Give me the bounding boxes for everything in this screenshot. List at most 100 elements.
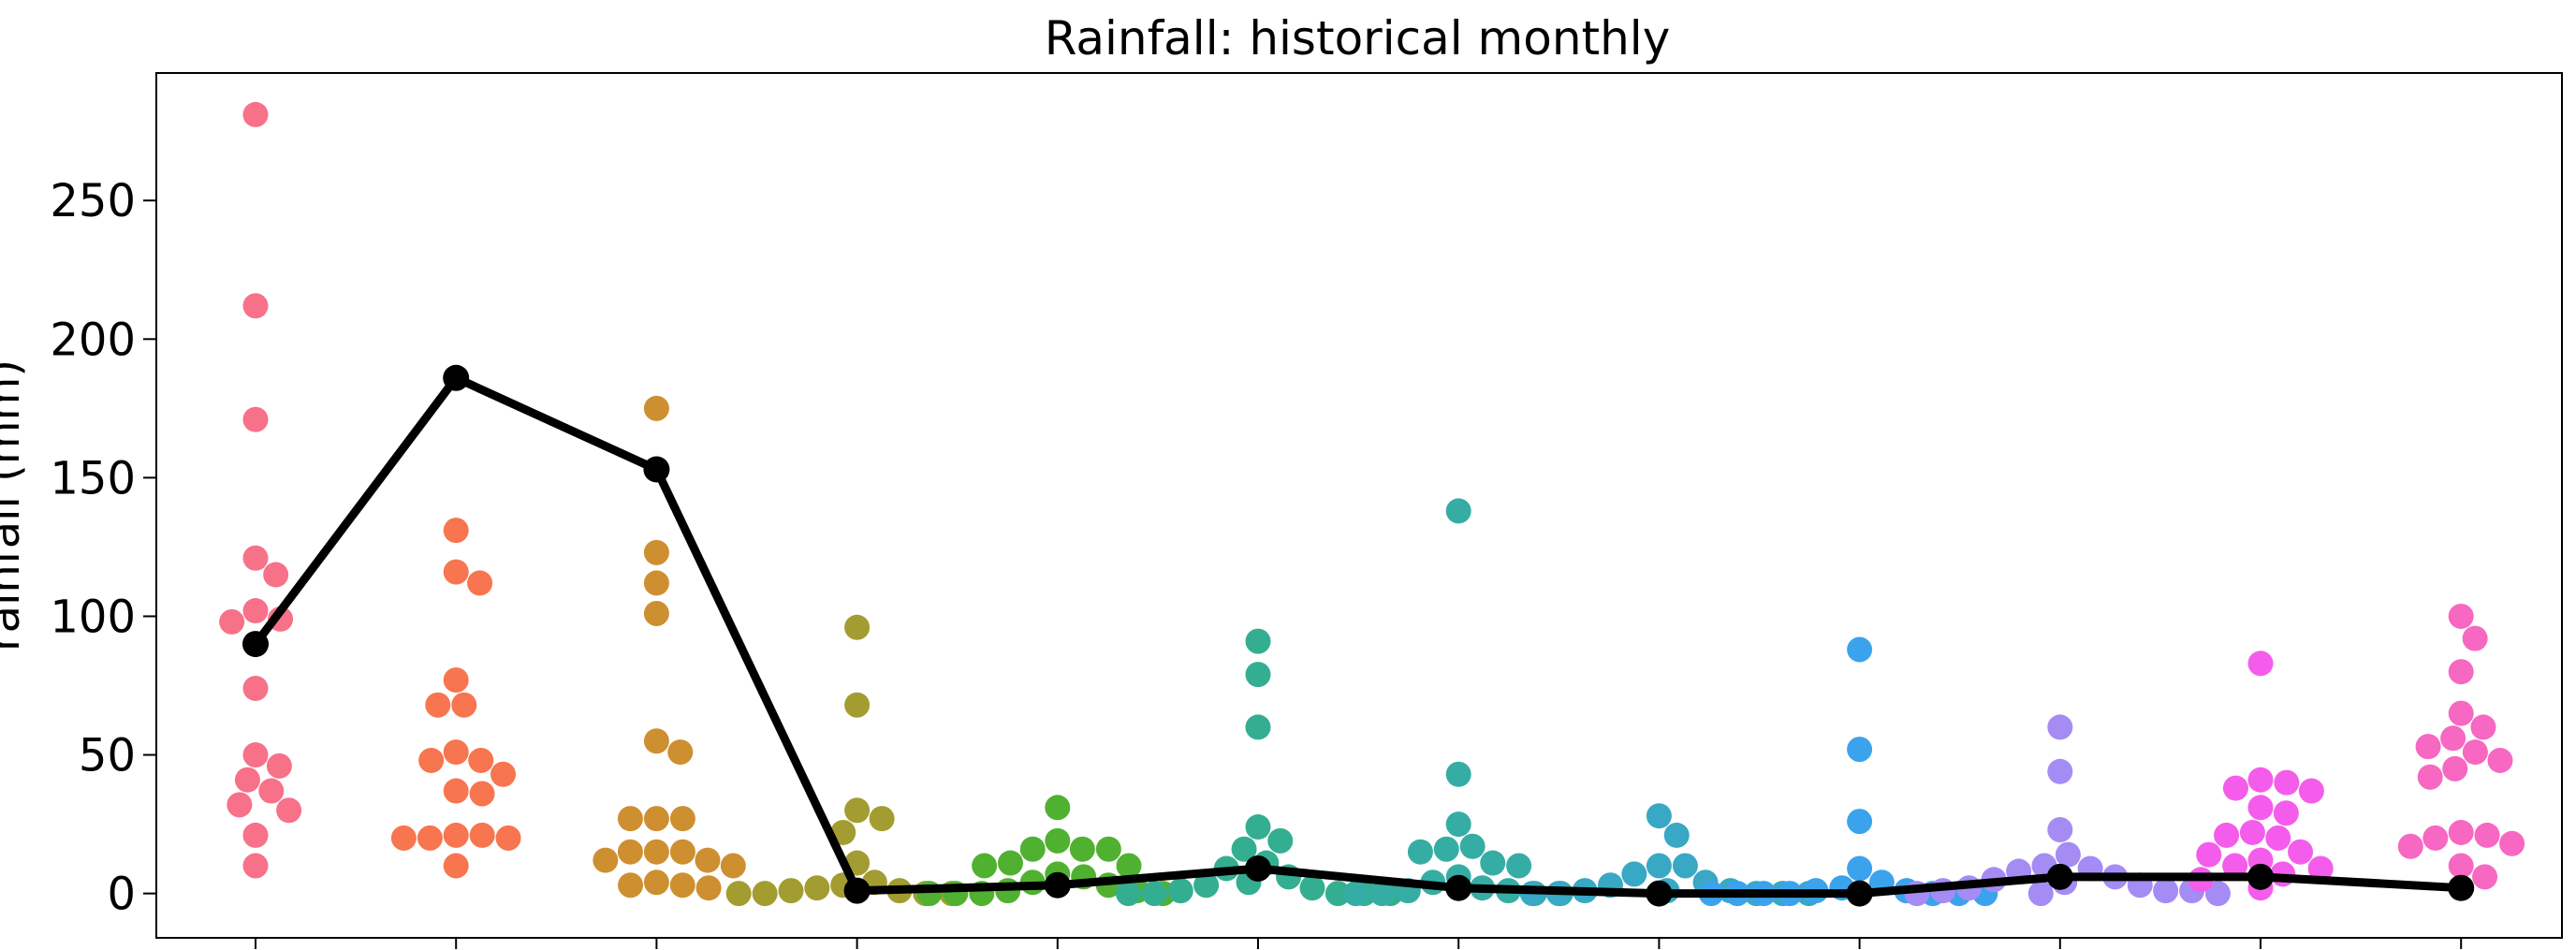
swarm-point — [844, 614, 871, 640]
swarm-point — [2247, 767, 2274, 793]
swarm-point — [844, 797, 871, 824]
swarm-point — [443, 739, 469, 766]
swarm-point — [390, 825, 417, 851]
swarm-point — [752, 881, 778, 907]
swarm-point — [242, 822, 269, 848]
axes: 0 50 100 150 200 250 — [50, 72, 2563, 949]
swarm-point — [2472, 864, 2498, 890]
swarm-point — [495, 825, 521, 851]
swarm-point — [443, 822, 469, 848]
swarm-point — [443, 559, 469, 585]
mean-point — [1245, 855, 1271, 882]
swarm-point — [1116, 853, 1142, 879]
swarm-point — [2422, 825, 2449, 851]
swarm-point — [1663, 822, 1690, 848]
swarm-point — [1245, 714, 1271, 740]
swarm-point — [2470, 714, 2496, 740]
swarm-point — [643, 601, 669, 626]
swarm-point — [617, 806, 643, 832]
swarm-point — [1621, 861, 1647, 887]
mean-point — [1846, 880, 1873, 907]
mean-point — [843, 877, 871, 904]
y-tick-label: 200 — [50, 314, 136, 366]
mean-point — [2448, 874, 2475, 901]
swarm-point — [778, 878, 804, 904]
plot-frame — [155, 72, 2563, 939]
swarm-point — [2417, 764, 2443, 790]
y-tick-label: 250 — [50, 175, 136, 227]
swarm-point — [2273, 800, 2299, 826]
swarm-point — [469, 822, 495, 848]
swarm-point — [695, 847, 721, 873]
swarm-point — [227, 792, 253, 818]
swarm-point — [804, 875, 830, 901]
swarm-point — [467, 570, 493, 596]
swarm-point — [1193, 872, 1220, 899]
swarm-point — [1672, 853, 1698, 879]
swarm-point — [1141, 881, 1167, 907]
swarm-point — [2247, 795, 2274, 821]
swarm-point — [234, 767, 260, 793]
swarm-point — [242, 545, 269, 571]
swarm-point — [2448, 853, 2474, 879]
swarm-point — [643, 806, 669, 832]
y-tick-label: 100 — [50, 591, 136, 643]
swarm-point — [276, 797, 302, 824]
swarm-point — [643, 570, 669, 596]
swarm-point — [2288, 839, 2314, 865]
swarm-point — [869, 806, 895, 832]
swarm-point — [669, 872, 695, 899]
swarm-point — [695, 875, 722, 901]
swarm-point — [1267, 827, 1294, 854]
swarm-point — [242, 675, 269, 701]
swarm-point — [2415, 734, 2441, 760]
swarm-point — [242, 293, 269, 319]
swarm-point — [443, 667, 469, 694]
swarm-point — [1847, 636, 1873, 663]
swarm-point — [443, 778, 469, 804]
swarm-point — [2448, 819, 2474, 845]
swarm-point — [844, 692, 871, 718]
swarm-point — [618, 872, 644, 899]
swarm-point — [2274, 769, 2300, 796]
swarm-points — [219, 101, 2525, 907]
swarm-point — [643, 839, 669, 865]
mean-point — [1445, 874, 1472, 901]
swarm-point — [2027, 881, 2054, 907]
swarm-point — [2196, 841, 2222, 868]
swarm-point — [617, 839, 643, 865]
swarm-point — [2247, 650, 2274, 677]
swarm-point — [669, 806, 695, 832]
swarm-point — [1433, 836, 1459, 862]
swarm-point — [1045, 795, 1071, 821]
swarm-point — [593, 847, 619, 873]
swarm-point — [643, 539, 669, 565]
swarm-point — [443, 518, 469, 544]
swarm-point — [2487, 747, 2513, 773]
swarm-point — [1445, 498, 1471, 524]
swarm-point — [2047, 758, 2073, 784]
swarm-point — [1480, 850, 1506, 876]
y-tick-label: 50 — [79, 730, 136, 782]
swarm-point — [2448, 700, 2474, 726]
swarm-point — [1019, 836, 1046, 862]
swarm-point — [2397, 833, 2423, 859]
swarm-point — [242, 853, 269, 879]
swarm-point — [2462, 739, 2488, 766]
swarm-point — [1847, 855, 1873, 882]
swarm-point — [1342, 881, 1368, 907]
swarm-point — [2055, 841, 2081, 868]
swarm-point — [1459, 833, 1486, 859]
mean-point — [443, 364, 470, 391]
swarm-point — [2307, 855, 2334, 882]
swarm-point — [418, 747, 445, 773]
swarm-point — [2222, 775, 2248, 801]
swarm-point — [2462, 625, 2488, 651]
swarm-point — [242, 406, 269, 432]
swarm-point — [1325, 881, 1351, 907]
swarm-point — [643, 870, 669, 896]
swarm-point — [2239, 819, 2265, 845]
swarm-point — [2222, 853, 2248, 879]
swarm-point — [1506, 853, 1532, 879]
